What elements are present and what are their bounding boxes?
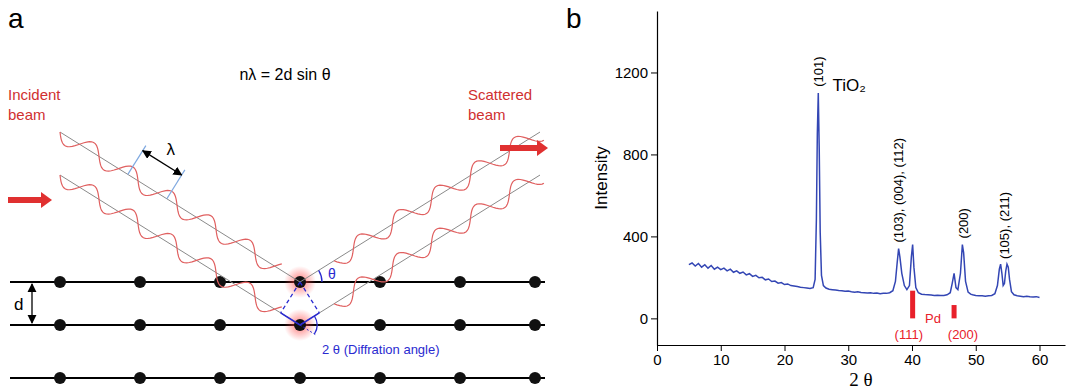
x-tick: 50 <box>968 345 985 368</box>
reference-peak <box>910 291 915 319</box>
wavelength-arrow <box>143 151 182 175</box>
incident-wave <box>60 175 282 312</box>
plot-area <box>689 93 1040 318</box>
peak-label: (105), (211) <box>997 192 1012 259</box>
equation: nλ = 2d sin θ <box>239 66 330 83</box>
x-tick-label: 40 <box>904 351 921 368</box>
scattered-label-line: Scattered <box>468 86 532 103</box>
y-axis-line <box>657 12 658 346</box>
peak-label: (200) <box>956 208 971 238</box>
atom <box>294 372 306 384</box>
chart-panel: 0 10 20 30 40 50 60 0 400 800 1200 (101) (103), (004… <box>566 3 1066 390</box>
atom <box>54 276 66 288</box>
x-tick-label: 60 <box>1032 351 1049 368</box>
y-tick: 0 <box>640 310 657 327</box>
atom <box>454 372 466 384</box>
scatter-glow <box>284 309 316 341</box>
scattered-wave <box>334 136 544 263</box>
panel-label: b <box>566 3 582 34</box>
x-axis-line <box>658 345 1066 346</box>
x-axis: 0 10 20 30 40 50 60 <box>653 345 1065 368</box>
x-tick-label: 0 <box>653 351 661 368</box>
scattered-ray <box>300 132 540 282</box>
annotation: (200) <box>948 327 978 342</box>
two-theta-arc <box>314 316 317 334</box>
atom <box>529 372 541 384</box>
x-tick: 0 <box>653 345 661 368</box>
y-tick-mark <box>651 154 657 155</box>
y-tick-label: 1200 <box>615 64 648 81</box>
spacing-arrow <box>31 284 32 323</box>
atom <box>374 372 386 384</box>
y-tick-mark <box>651 236 657 237</box>
wavelength-guide <box>167 170 185 199</box>
y-tick: 1200 <box>615 64 657 81</box>
peak-label: (101) <box>811 56 826 86</box>
y-tick-mark <box>651 318 657 319</box>
annotation: (111) <box>895 327 923 342</box>
x-tick: 40 <box>904 345 921 368</box>
panel-label: a <box>8 3 24 34</box>
atom <box>134 276 146 288</box>
chart-title: TiO₂ <box>832 76 865 95</box>
y-tick: 800 <box>623 146 657 163</box>
atom <box>214 319 226 331</box>
atom <box>529 276 541 288</box>
atom <box>134 319 146 331</box>
annotation: Pd <box>925 311 941 326</box>
incident-label: Incident beam <box>8 86 61 123</box>
theta-arc <box>319 270 322 282</box>
atom <box>529 319 541 331</box>
scattered-arrow <box>500 140 548 156</box>
x-tick-label: 10 <box>713 351 730 368</box>
x-tick: 20 <box>777 345 794 368</box>
x-tick: 60 <box>1032 345 1049 368</box>
atom <box>134 372 146 384</box>
incident-ray <box>60 175 300 325</box>
y-tick-label: 800 <box>623 146 648 163</box>
diagram-panel: λ d θ 2 θ (Diffration angle) a nλ = 2d sin θ I… <box>8 3 548 384</box>
scattered-wave <box>334 179 544 306</box>
x-tick: 30 <box>840 345 857 368</box>
scattered-label-line: beam <box>468 106 506 123</box>
wavelength-label: λ <box>166 140 175 159</box>
y-tick-label: 0 <box>640 310 648 327</box>
path-difference-dash <box>281 282 300 313</box>
scattered-label: Scattered beam <box>468 86 532 123</box>
atom <box>454 276 466 288</box>
y-tick: 400 <box>623 228 657 245</box>
path-difference <box>281 313 300 325</box>
theta-label: θ <box>328 266 336 282</box>
atom <box>54 372 66 384</box>
incident-wave <box>60 132 282 269</box>
atom <box>214 372 226 384</box>
xrd-pattern <box>689 93 1040 297</box>
two-theta-label: 2 θ (Diffration angle) <box>322 342 440 357</box>
y-axis: 0 400 800 1200 <box>615 12 658 346</box>
x-tick-label: 30 <box>840 351 857 368</box>
path-difference-dash <box>300 282 319 313</box>
y-tick-mark <box>651 72 657 73</box>
x-tick: 10 <box>713 345 730 368</box>
y-tick-label: 400 <box>623 228 648 245</box>
atom <box>454 319 466 331</box>
incident-label-line: beam <box>8 106 46 123</box>
incident-label-line: Incident <box>8 86 61 103</box>
x-axis-title: 2 θ <box>849 369 872 390</box>
atom <box>54 319 66 331</box>
scattered-ray <box>300 175 540 325</box>
y-axis-title: Intensity <box>592 146 611 210</box>
atom <box>374 319 386 331</box>
wavelength-guide <box>128 146 146 175</box>
figure: λ d θ 2 θ (Diffration angle) a nλ = 2d sin θ I… <box>0 0 1078 392</box>
incident-arrow <box>8 192 52 208</box>
reference-peak <box>952 305 957 318</box>
x-tick-label: 20 <box>777 351 794 368</box>
spacing-label: d <box>14 295 23 314</box>
peak-label: (103), (004), (112) <box>891 138 906 243</box>
x-tick-label: 50 <box>968 351 985 368</box>
